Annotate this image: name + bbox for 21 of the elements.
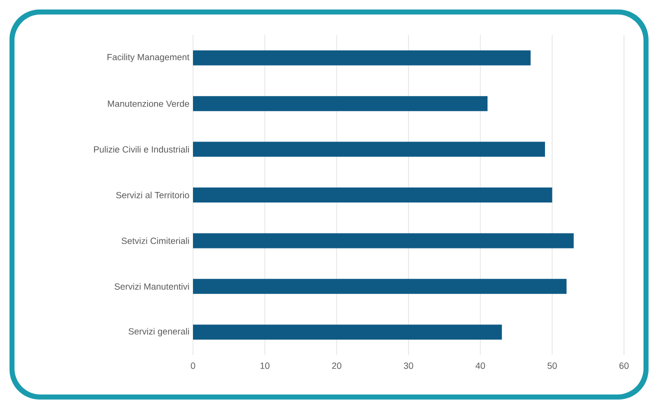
y-tick-label: Servizi al Territorio — [116, 192, 190, 198]
bar — [193, 142, 545, 157]
bar — [193, 188, 552, 203]
y-tick-label: Servizi generali — [128, 328, 189, 336]
x-tick-label: 40 — [476, 362, 485, 369]
x-tick-label: 0 — [190, 362, 196, 369]
bar — [193, 50, 531, 66]
bar — [193, 278, 567, 294]
bar — [193, 324, 502, 340]
y-tick-label: Pulizie Civili e Industriali — [94, 146, 189, 153]
x-tick-label: 50 — [548, 362, 557, 369]
x-tick-label: 20 — [332, 362, 342, 369]
y-tick-label: Manutenzione Verde — [108, 100, 190, 107]
x-tick-label: 60 — [619, 362, 629, 369]
x-tick-label: 30 — [404, 362, 414, 369]
y-tick-label: Facility Management — [107, 54, 190, 62]
bar — [193, 233, 574, 248]
x-tick-label: 10 — [260, 362, 270, 369]
y-tick-label: Setvizi Cimiteriali — [122, 237, 189, 244]
y-tick-label: Servizi Manutentivi — [114, 283, 189, 290]
bar — [193, 96, 488, 112]
